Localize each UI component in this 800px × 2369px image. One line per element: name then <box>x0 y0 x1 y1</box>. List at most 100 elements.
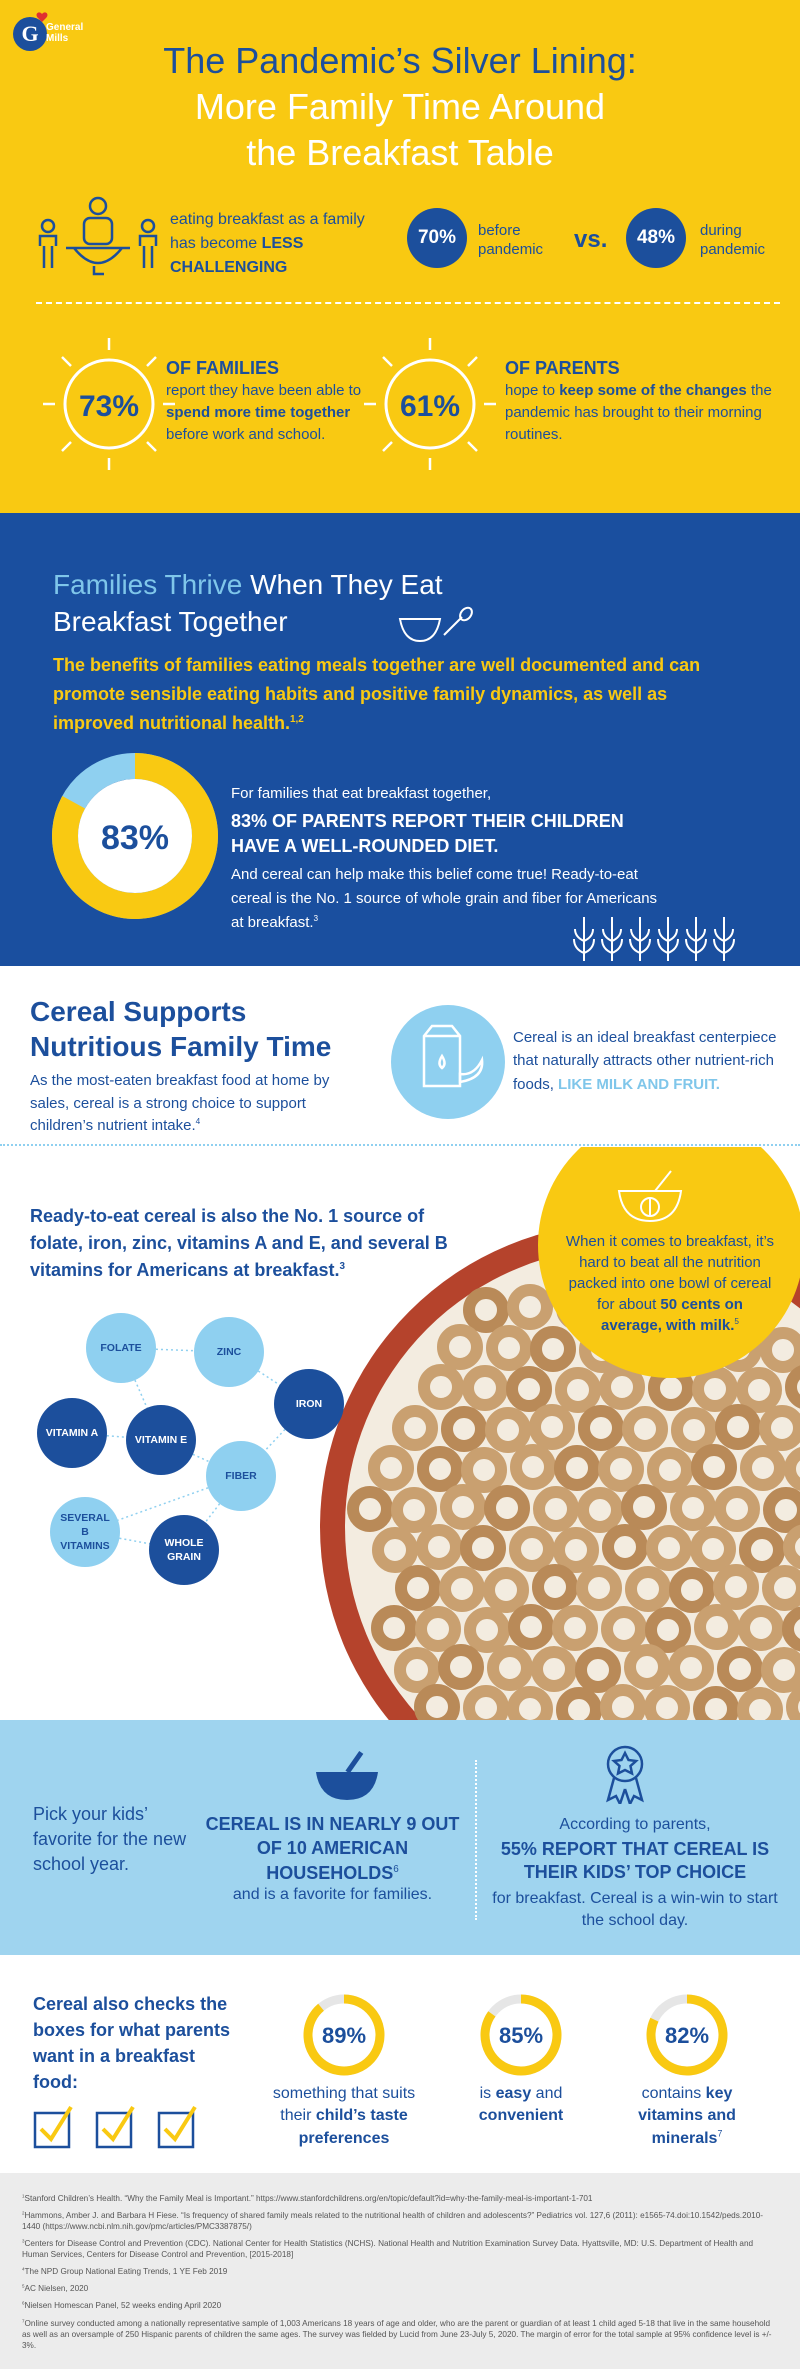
text-run: report they have been able to <box>166 382 362 399</box>
cereal-piece <box>371 1605 417 1651</box>
cereal-piece <box>392 1405 438 1451</box>
footnotes-section: 1Stanford Children’s Health. “Why the Fa… <box>0 2173 800 2369</box>
text-run: LESS CHALLENGING <box>170 235 304 276</box>
cereal-piece <box>417 1446 463 1492</box>
text-run: 1,2 <box>290 713 304 725</box>
ring-arc <box>646 1994 728 2076</box>
cereal-piece <box>691 1444 737 1490</box>
logo-mark: G <box>13 12 48 51</box>
section-heading: Families Thrive When They Eat Breakfast … <box>53 567 493 641</box>
cereal-piece <box>670 1485 716 1531</box>
cereal-piece <box>621 1484 667 1530</box>
footnote: 2Hammons, Amber J. and Barbara H Fiese. … <box>22 2210 778 2232</box>
nutrient-bubble: FIBER <box>206 1441 276 1511</box>
cereal-piece <box>509 1526 555 1572</box>
cereal-piece <box>647 1447 693 1493</box>
school-right-sub: for breakfast. Cereal is a win-win to st… <box>492 1890 778 1930</box>
bowl-icon <box>316 1751 378 1800</box>
logo-text: General Mills <box>46 22 84 44</box>
text-run: convenient <box>478 2107 564 2125</box>
cereal-piece <box>668 1645 714 1691</box>
text-run: The benefits of families eating meals to… <box>53 655 701 733</box>
text-run: 3 <box>313 914 319 923</box>
cereal-piece <box>461 1447 507 1493</box>
stat-circle: 48% <box>626 208 686 268</box>
cereal-piece <box>693 1686 739 1720</box>
text-run: 5 <box>734 1317 739 1326</box>
divider <box>0 1144 800 1146</box>
cereal-piece <box>577 1487 623 1533</box>
cereal-piece <box>437 1324 483 1370</box>
callout-circle <box>538 1147 800 1378</box>
text-run: 7 <box>717 2128 723 2139</box>
cereal-piece <box>645 1607 691 1653</box>
cereal-piece <box>738 1605 784 1651</box>
donut-chart <box>52 753 218 919</box>
cereal-piece <box>462 1365 508 1411</box>
school-right-highlight: 55% REPORT THAT CEREAL IS THEIR KIDS’ TO… <box>500 1839 770 1883</box>
cereal-piece <box>414 1684 460 1720</box>
footnote-number: 7 <box>22 2317 25 2323</box>
ring-label: 82% <box>665 2023 709 2048</box>
cereal-piece <box>762 1565 800 1611</box>
hero-section: G General Mills The Pandemic’s Silver Li… <box>0 0 800 513</box>
challenge-text: eating breakfast as a family has become … <box>170 208 370 280</box>
donut-arc <box>52 753 218 919</box>
cereal-piece <box>438 1644 484 1690</box>
cereal-piece <box>507 1686 553 1720</box>
footnote-number: 6 <box>22 2300 25 2306</box>
cereal-piece <box>531 1646 577 1692</box>
cereal-piece <box>575 1647 621 1693</box>
family-icon <box>38 196 158 276</box>
footnote-number: 1 <box>22 2193 25 2199</box>
ring-group: 89% 85% 82% <box>303 1994 728 2076</box>
cereal-piece <box>783 1524 800 1570</box>
footnote-number: 5 <box>22 2283 25 2289</box>
cereal-piece <box>529 1404 575 1450</box>
cereal-piece <box>714 1486 760 1532</box>
cereal-piece <box>441 1406 487 1452</box>
divider <box>475 1760 477 1920</box>
cereal-bowl <box>320 1222 800 1720</box>
cereal-piece <box>622 1406 668 1452</box>
cereal-piece <box>394 1647 440 1693</box>
footnote-text: Stanford Children’s Health. “Why the Fam… <box>24 2194 593 2203</box>
nutrients-text: Ready-to-eat cereal is also the No. 1 so… <box>30 1203 470 1284</box>
nutrient-bubble: IRON <box>274 1369 344 1439</box>
cereal-piece <box>736 1367 782 1413</box>
footnote-text: AC Nielsen, 2020 <box>24 2284 89 2294</box>
school-left: Pick your kids’ favorite for the new sch… <box>33 1804 187 1875</box>
cereal-piece <box>510 1444 556 1490</box>
footnote-number: 4 <box>22 2266 25 2272</box>
divider <box>36 302 780 304</box>
text-run: Ready-to-eat cereal is also the No. 1 so… <box>30 1206 448 1280</box>
text-run: spend more time together <box>166 403 351 421</box>
cereal-piece <box>416 1524 462 1570</box>
sunburst <box>43 338 175 470</box>
cereal-piece <box>554 1445 600 1491</box>
cereal-piece <box>740 1445 786 1491</box>
cereal-piece <box>530 1326 576 1372</box>
text-run: 3 <box>339 1261 345 1272</box>
cereal-piece <box>555 1367 601 1413</box>
cereal-piece <box>533 1486 579 1532</box>
footnote-text: Nielsen Homescan Panel, 52 weeks ending … <box>24 2301 222 2311</box>
cereal-piece <box>761 1647 800 1693</box>
cereal-piece <box>395 1565 441 1611</box>
cereal-piece <box>692 1366 738 1412</box>
cereal-piece <box>759 1405 800 1451</box>
cereal-piece <box>785 1365 800 1409</box>
footnote: 5AC Nielsen, 2020 <box>22 2283 778 2294</box>
footnote: 7Online survey conducted among a nationa… <box>22 2318 778 2351</box>
cereal-piece <box>483 1567 529 1613</box>
cereal-piece <box>368 1445 414 1491</box>
cereal-piece <box>601 1606 647 1652</box>
nutrient-bubble: VITAMIN A <box>37 1398 107 1468</box>
footnote: 4The NPD Group National Eating Trends, 1… <box>22 2266 778 2277</box>
bowl-icon <box>398 606 473 643</box>
cereal-piece <box>506 1366 552 1412</box>
heading-rest: When They Eat Breakfast Together <box>53 569 443 637</box>
footnote-text: Centers for Disease Control and Preventi… <box>22 2239 754 2260</box>
cereal-piece <box>553 1527 599 1573</box>
